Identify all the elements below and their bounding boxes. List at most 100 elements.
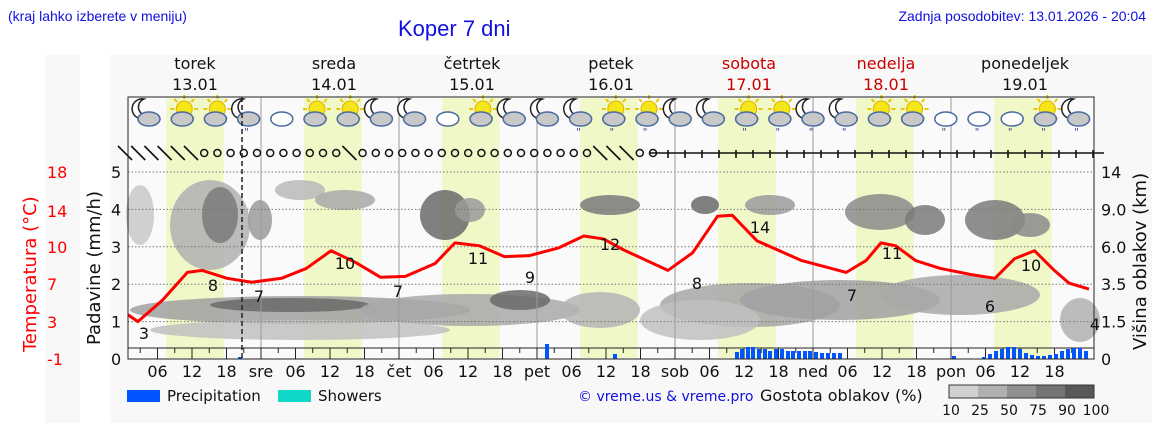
temp-label: 10: [335, 254, 355, 273]
density-tick: 90: [1058, 403, 1076, 419]
x-tick: 06: [837, 362, 857, 381]
x-tick: 06: [147, 362, 167, 381]
moon-cloud-icon: [695, 98, 726, 127]
precip-tick: 3: [111, 238, 121, 257]
temp-label: 11: [468, 249, 488, 268]
sun-cloud-icon: [867, 95, 896, 127]
x-tick: 18: [492, 362, 512, 381]
x-tick: 06: [561, 362, 581, 381]
last-updated: Zadnja posodobitev: 13.01.2026 - 20:04: [898, 8, 1146, 24]
cloud-icon: [270, 111, 294, 127]
x-tick: pon: [936, 362, 966, 381]
moon-cloud-icon: ": [795, 98, 825, 138]
x-tick: sre: [249, 362, 273, 381]
x-tick: 18: [768, 362, 788, 381]
moon-cloud-icon: [363, 98, 394, 127]
x-tick: 12: [458, 362, 478, 381]
svg-text:": ": [1008, 127, 1013, 138]
svg-text:": ": [609, 127, 614, 138]
day-name: sobota: [722, 54, 776, 73]
cloud-tick: 3.5: [1101, 275, 1126, 294]
cloud-icon: ": [934, 111, 958, 138]
temp-tick: 3: [47, 313, 57, 332]
temp-label: 12: [600, 235, 620, 254]
svg-text:": ": [742, 127, 747, 138]
day-date: 18.01: [863, 75, 909, 94]
svg-text:": ": [244, 127, 249, 138]
moon-cloud-icon: ": [828, 98, 858, 138]
x-tick: pet: [524, 362, 550, 381]
density-tick: 50: [1000, 403, 1018, 419]
day-date: 13.01: [172, 75, 218, 94]
temp-tick: 7: [47, 275, 57, 294]
moon-cloud-icon: [529, 98, 560, 127]
svg-text:": ": [975, 127, 980, 138]
sun-cloud-icon: [469, 95, 497, 127]
cloud-tick: 9.0: [1101, 200, 1126, 219]
sun-cloud-icon: ": [635, 95, 663, 138]
temp-label: 9: [525, 268, 535, 287]
svg-text:": ": [809, 127, 814, 138]
sun-cloud-icon: ": [601, 95, 630, 138]
temp-tick: 10: [47, 238, 67, 257]
sun-cloud-icon: ": [1033, 95, 1062, 138]
temp-label: 10: [1021, 256, 1041, 275]
x-tick: 18: [216, 362, 236, 381]
svg-text:": ": [941, 127, 946, 138]
sun-cloud-icon: ": [767, 95, 796, 138]
cloud-density: [126, 180, 1100, 342]
temp-label: 8: [692, 274, 702, 293]
moon-cloud-icon: [496, 98, 526, 127]
cloud-tick: 0: [1101, 350, 1111, 369]
temp-axis-label: Temperatura (°C): [20, 196, 41, 353]
copyright-link[interactable]: © vreme.us & vreme.pro: [578, 389, 753, 405]
precip-axis-label: Padavine (mm/h): [84, 191, 105, 345]
x-tick: 06: [423, 362, 443, 381]
sun-cloud-icon: [203, 95, 232, 127]
temp-label: 7: [254, 287, 264, 306]
moon-cloud-icon: [662, 98, 692, 127]
sun-cloud-icon: [336, 95, 365, 127]
density-tick: 10: [942, 403, 960, 419]
density-tick: 100: [1083, 403, 1110, 419]
precip-tick: 5: [111, 163, 121, 182]
day-date: 17.01: [726, 75, 772, 94]
precipitation-bars: [238, 344, 1088, 359]
day-date: 16.01: [588, 75, 634, 94]
svg-text:": ": [1041, 127, 1046, 138]
temp-label: 11: [882, 244, 902, 263]
cloud-tick: 6.0: [1101, 238, 1126, 257]
svg-text:": ": [643, 127, 648, 138]
x-tick: čet: [387, 362, 412, 381]
legend-precipitation: Precipitation: [167, 387, 261, 405]
moon-cloud-icon: [131, 98, 161, 127]
day-name: nedelja: [857, 54, 916, 73]
gridlines: [128, 97, 1094, 359]
density-label: Gostota oblakov (%): [760, 386, 923, 405]
x-tick: 06: [975, 362, 995, 381]
weather-icons: " " " " " " " " " " " " ": [131, 95, 1091, 138]
day-name: četrtek: [444, 54, 502, 73]
x-tick: 12: [320, 362, 340, 381]
temp-axis-band: [45, 55, 80, 423]
temp-tick: -1: [47, 350, 63, 369]
x-tick: sob: [661, 362, 689, 381]
x-tick: 18: [630, 362, 650, 381]
density-tick: 25: [971, 403, 989, 419]
sun-cloud-icon: ": [734, 95, 763, 138]
temp-label: 7: [393, 282, 403, 301]
temp-label: 14: [750, 218, 770, 237]
x-tick: 12: [596, 362, 616, 381]
page-title: Koper 7 dni: [398, 16, 511, 41]
day-name: ponedeljek: [981, 54, 1070, 73]
temp-tick: 18: [47, 163, 67, 182]
day-name: sreda: [312, 54, 356, 73]
day-date: 15.01: [449, 75, 495, 94]
density-tick: 75: [1029, 403, 1047, 419]
cloud-tick: 14: [1101, 163, 1121, 182]
day-date: 14.01: [311, 75, 357, 94]
svg-text:": ": [1074, 127, 1079, 138]
x-tick: 12: [872, 362, 892, 381]
